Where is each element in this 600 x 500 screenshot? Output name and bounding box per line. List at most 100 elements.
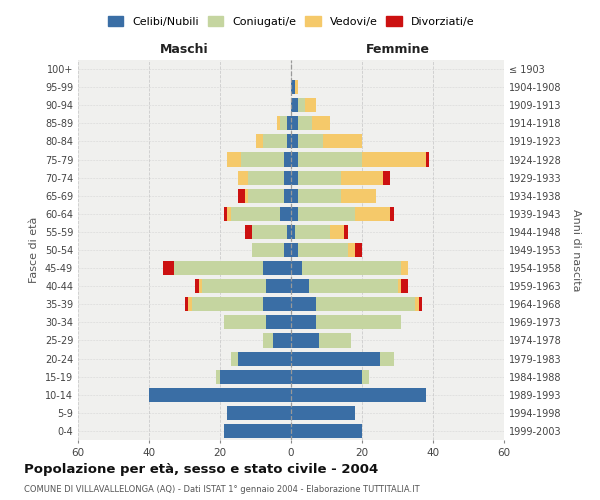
Bar	[291, 207, 298, 221]
Bar	[415, 297, 419, 312]
Bar	[238, 352, 291, 366]
Y-axis label: Fasce di età: Fasce di età	[29, 217, 39, 283]
Bar	[291, 134, 298, 148]
Bar	[291, 316, 316, 330]
Bar	[266, 279, 291, 293]
Bar	[291, 279, 309, 293]
Bar	[287, 116, 291, 130]
Bar	[280, 116, 287, 130]
Bar	[291, 388, 426, 402]
Bar	[291, 334, 319, 347]
Bar	[291, 424, 362, 438]
Bar	[199, 279, 202, 293]
Bar	[252, 225, 287, 239]
Bar	[227, 406, 291, 420]
Bar	[298, 243, 348, 257]
Bar	[256, 134, 263, 148]
Bar	[316, 316, 401, 330]
Bar	[224, 316, 266, 330]
Bar	[348, 243, 355, 257]
Bar	[298, 188, 341, 203]
Bar	[248, 188, 284, 203]
Bar	[341, 170, 383, 184]
Bar	[245, 188, 248, 203]
Bar	[295, 80, 298, 94]
Bar	[291, 225, 295, 239]
Bar	[202, 279, 266, 293]
Text: Femmine: Femmine	[365, 44, 430, 57]
Bar	[291, 370, 362, 384]
Bar	[305, 98, 316, 112]
Bar	[248, 170, 284, 184]
Y-axis label: Anni di nascita: Anni di nascita	[571, 209, 581, 291]
Bar	[309, 279, 398, 293]
Text: Popolazione per età, sesso e stato civile - 2004: Popolazione per età, sesso e stato civil…	[24, 463, 378, 476]
Bar	[298, 170, 341, 184]
Bar	[263, 334, 273, 347]
Bar	[330, 225, 344, 239]
Bar	[298, 152, 362, 166]
Bar	[252, 243, 284, 257]
Text: Maschi: Maschi	[160, 44, 209, 57]
Bar	[263, 134, 287, 148]
Bar	[280, 207, 291, 221]
Bar	[174, 261, 263, 275]
Bar	[298, 98, 305, 112]
Bar	[245, 225, 252, 239]
Bar	[277, 116, 280, 130]
Bar	[291, 188, 298, 203]
Bar	[273, 334, 291, 347]
Bar	[344, 225, 348, 239]
Bar	[230, 352, 238, 366]
Bar	[313, 116, 330, 130]
Bar	[284, 170, 291, 184]
Bar	[220, 370, 291, 384]
Bar	[284, 188, 291, 203]
Bar	[287, 134, 291, 148]
Bar	[362, 152, 426, 166]
Legend: Celibi/Nubili, Coniugati/e, Vedovi/e, Divorziati/e: Celibi/Nubili, Coniugati/e, Vedovi/e, Di…	[108, 16, 474, 27]
Bar	[291, 352, 380, 366]
Bar	[323, 134, 362, 148]
Bar	[291, 98, 298, 112]
Bar	[291, 152, 298, 166]
Bar	[191, 297, 263, 312]
Bar	[355, 207, 391, 221]
Bar	[291, 116, 298, 130]
Bar	[291, 80, 295, 94]
Bar	[319, 334, 352, 347]
Bar	[298, 207, 355, 221]
Bar	[291, 297, 316, 312]
Bar	[298, 116, 313, 130]
Bar	[401, 279, 408, 293]
Bar	[224, 424, 291, 438]
Bar	[391, 207, 394, 221]
Bar	[227, 152, 241, 166]
Bar	[380, 352, 394, 366]
Bar	[227, 207, 230, 221]
Bar	[362, 370, 369, 384]
Bar	[217, 370, 220, 384]
Bar	[355, 243, 362, 257]
Bar	[291, 406, 355, 420]
Bar	[383, 170, 391, 184]
Bar	[302, 261, 401, 275]
Bar	[263, 297, 291, 312]
Bar	[230, 207, 280, 221]
Bar	[316, 297, 415, 312]
Bar	[195, 279, 199, 293]
Text: COMUNE DI VILLAVALLELONGA (AQ) - Dati ISTAT 1° gennaio 2004 - Elaborazione TUTTI: COMUNE DI VILLAVALLELONGA (AQ) - Dati IS…	[24, 485, 419, 494]
Bar	[419, 297, 422, 312]
Bar	[188, 297, 191, 312]
Bar	[238, 170, 248, 184]
Bar	[287, 225, 291, 239]
Bar	[284, 152, 291, 166]
Bar	[426, 152, 430, 166]
Bar	[291, 243, 298, 257]
Bar	[224, 207, 227, 221]
Bar	[341, 188, 376, 203]
Bar	[266, 316, 291, 330]
Bar	[298, 134, 323, 148]
Bar	[291, 261, 302, 275]
Bar	[284, 243, 291, 257]
